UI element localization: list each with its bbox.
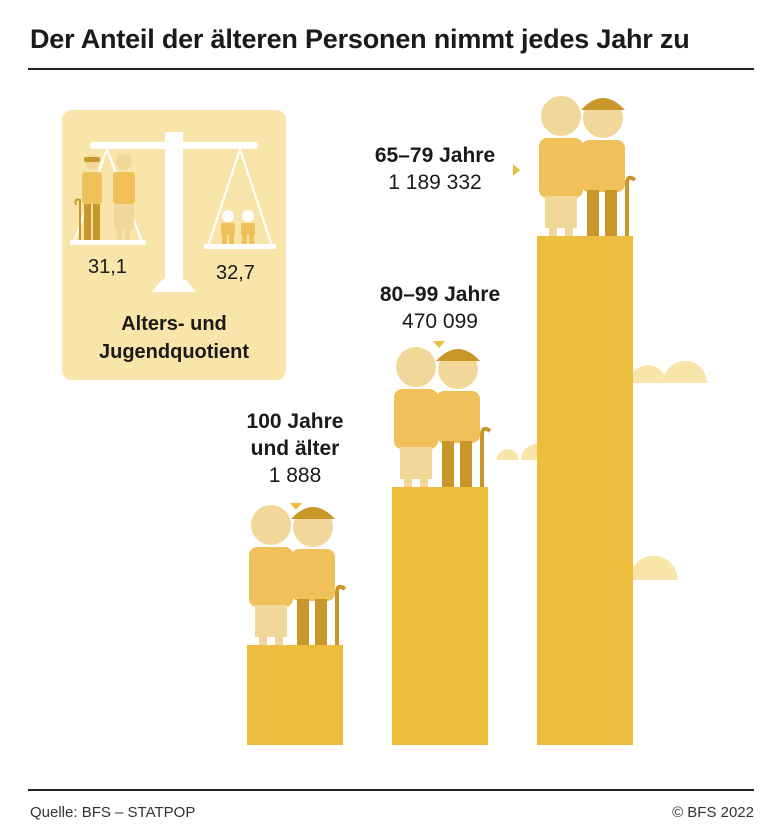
value-label-100: 1 888 [225, 462, 365, 489]
page-title: Der Anteil der älteren Personen nimmt je… [30, 24, 690, 55]
label-80-99: 80–99 Jahre 470 099 [360, 281, 520, 335]
pointer-arrow-icon [433, 341, 445, 348]
category-label-100-line2: und älter [225, 435, 365, 462]
copyright-note: © BFS 2022 [672, 804, 754, 821]
value-label-65-79: 1 189 332 [360, 169, 510, 196]
label-65-79: 65–79 Jahre 1 189 332 [360, 142, 510, 196]
bar-1 [392, 487, 488, 745]
cloud-icon [563, 556, 677, 580]
top-rule [28, 68, 754, 70]
old-age-quotient-value: 31,1 [88, 256, 127, 279]
source-note: Quelle: BFS – STATPOP [30, 804, 195, 821]
cloud-icon [603, 361, 707, 383]
category-label-100-line1: 100 Jahre [225, 408, 365, 435]
elderly-couple-icon [394, 347, 490, 487]
elderly-couple-icon [539, 96, 635, 236]
bar-0 [247, 645, 343, 745]
quotient-label: Alters- und Jugendquotient [62, 310, 286, 366]
quotient-panel: 31,1 32,7 Alters- und Jugendquotient [62, 110, 286, 380]
elderly-couple-icon [76, 154, 136, 240]
label-100-plus: 100 Jahre und älter 1 888 [225, 408, 365, 489]
pointer-arrow-icon [513, 164, 520, 176]
infographic: Der Anteil der älteren Personen nimmt je… [0, 0, 784, 836]
bar-2 [537, 236, 633, 745]
bottom-rule [28, 789, 754, 791]
elderly-couple-icon [249, 505, 345, 645]
pointer-arrow-icon [290, 503, 302, 510]
value-label-80-99: 470 099 [360, 308, 520, 335]
quotient-label-line1: Alters- und [121, 313, 227, 335]
children-icon [221, 210, 255, 244]
category-label-65-79: 65–79 Jahre [360, 142, 510, 169]
category-label-80-99: 80–99 Jahre [360, 281, 520, 308]
cloud-icon [497, 440, 591, 460]
quotient-label-line2: Jugendquotient [99, 341, 249, 363]
youth-quotient-value: 32,7 [216, 262, 255, 285]
